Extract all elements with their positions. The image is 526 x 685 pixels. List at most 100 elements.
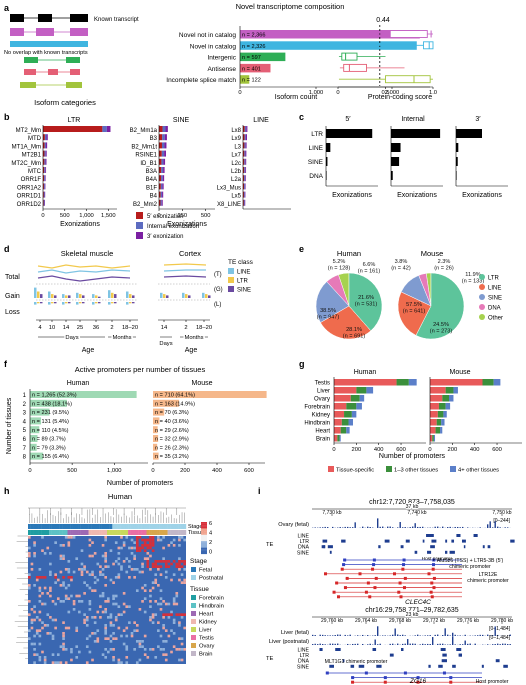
heatmap-cell	[96, 629, 100, 632]
signal-peak	[407, 639, 409, 645]
heatmap-cell	[159, 589, 163, 592]
stage-bar-cell	[80, 524, 84, 529]
heatmap-cell	[117, 658, 121, 662]
heatmap-cell	[38, 594, 42, 598]
signal-peak	[434, 634, 436, 636]
heatmap-cell	[59, 600, 63, 603]
signal-peak	[477, 635, 479, 636]
heatmap-cell	[64, 536, 68, 539]
human-promoter-bar	[30, 408, 50, 416]
te-family-label: B3A	[146, 169, 157, 175]
exonization-bar	[456, 143, 459, 152]
tissue-bar-cell	[162, 530, 166, 535]
muscle-age-label: Age	[82, 347, 95, 354]
exonization-bar-5prime	[159, 199, 161, 206]
scale-tick-label: 4	[209, 531, 212, 537]
te-track-label: LINE	[297, 534, 309, 540]
heatmap-cell	[70, 658, 73, 662]
heatmap-cell	[109, 634, 113, 638]
signal-peak	[402, 643, 404, 645]
heatmap-cell	[33, 661, 36, 664]
promoter-heatmap	[14, 524, 187, 664]
te-class-label: DNA	[309, 173, 323, 180]
stage-bar-cell	[56, 524, 60, 529]
scale-gradient-step	[201, 536, 207, 539]
signal-range-label: [0–244]	[493, 518, 510, 524]
signal-peak	[422, 526, 424, 528]
heatmap-cell	[101, 594, 105, 598]
heatmap-cell	[93, 552, 97, 555]
panel-a: a Known transcript No overlap with known…	[4, 2, 437, 101]
mouse-promoter-bar	[153, 426, 158, 434]
exonization-bar-5prime	[243, 183, 245, 190]
gain-bar	[182, 292, 185, 298]
x-tick-label: 1,500	[101, 213, 116, 219]
tissue-bar-cell	[109, 530, 113, 535]
legend-swatch	[479, 304, 485, 310]
heatmap-cell	[135, 544, 139, 547]
heatmap-cell	[143, 584, 147, 587]
heatmap-cell	[146, 546, 150, 550]
heatmap-cell	[62, 576, 65, 579]
signal-peak	[449, 644, 451, 645]
heatmap-cell	[180, 573, 184, 576]
heatmap-cell	[117, 557, 121, 560]
heatmap-cell	[175, 613, 179, 616]
heatmap-cell	[164, 560, 168, 563]
heatmap-cell	[149, 538, 152, 542]
signal-peak	[509, 644, 511, 645]
mouse-tissue-bar	[430, 435, 433, 442]
heatmap-cell	[91, 632, 94, 635]
legend-label: Liver	[199, 628, 212, 634]
exonization-bar-internal	[44, 142, 47, 149]
column-title: Internal	[401, 116, 425, 123]
signal-peak	[382, 635, 384, 636]
heatmap-cell	[35, 629, 39, 632]
muscle-title: Skeletal muscle	[61, 249, 114, 258]
scale-gradient-step	[201, 552, 207, 555]
heatmap-cell	[35, 653, 39, 656]
heatmap-cell	[149, 546, 152, 550]
heatmap-cell	[101, 592, 105, 595]
te-element	[451, 539, 455, 543]
heatmap-cell	[88, 602, 92, 606]
exonization-bar-internal	[244, 175, 246, 182]
exonization-bar-internal	[243, 199, 245, 206]
heatmap-cell	[122, 544, 126, 547]
score-tick-label: 1.0	[429, 90, 437, 96]
exonization-bars: LTR MT2_Mm MTD MT1A_Mm MT2B1 MT2C_Mm MTC ORR1F O…	[11, 117, 291, 228]
heatmap-cell	[141, 645, 144, 648]
signal-peak	[314, 527, 316, 528]
stage-bar-cell	[151, 524, 155, 529]
isoform-count-label: n = 597	[242, 55, 261, 61]
transcript-exon	[449, 680, 453, 684]
te-activity-lines: 4 10 14 25 36 2 18–20 14 2 18–20 Days Months Days Mon…	[34, 263, 212, 347]
heatmap-cell	[28, 629, 31, 632]
human-bar-label: n = 89 (3.7%)	[32, 437, 66, 443]
heatmap-cell	[78, 600, 81, 603]
panel-f-title: Active promoters per number of tissues	[75, 365, 206, 374]
mouse-tissue-bar	[430, 427, 436, 434]
loss-bar	[65, 302, 68, 304]
score-box	[341, 52, 358, 61]
legend-swatch	[328, 466, 334, 472]
y-tick-label: 5	[23, 428, 27, 434]
heatmap-cell	[120, 634, 123, 638]
heatmap-cell	[67, 544, 71, 547]
heatmap-cell	[135, 568, 139, 571]
heatmap-cell	[157, 621, 160, 624]
gain-bar	[92, 294, 95, 298]
exonization-bar-5prime	[159, 167, 162, 173]
exonization-bar-5prime	[43, 191, 44, 198]
panel-g: g Human Mouse Testis Liver Ovary Forebrain K…	[299, 359, 522, 474]
heatmap-cell	[138, 658, 142, 662]
heatmap-cell	[149, 605, 152, 608]
exonization-bar-internal	[244, 150, 246, 157]
heatmap-cell	[125, 626, 129, 630]
heatmap-cell	[93, 640, 97, 643]
stage-bar-cell	[170, 524, 174, 529]
signal-peak	[429, 644, 431, 645]
tissue-bar-cell	[101, 530, 105, 535]
heatmap-cell	[104, 560, 107, 563]
exonization-bar-5prime	[159, 191, 161, 198]
